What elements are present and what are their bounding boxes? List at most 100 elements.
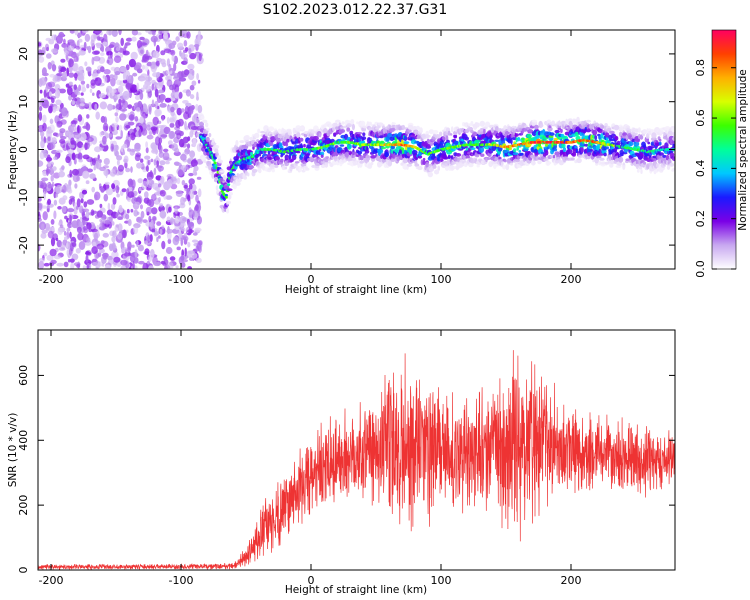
spectrogram-cell bbox=[187, 266, 192, 269]
spectrogram-cell bbox=[40, 139, 45, 149]
spectrogram-cell bbox=[226, 188, 233, 192]
spectrogram-cell bbox=[86, 137, 94, 142]
spectrogram-cell bbox=[72, 173, 80, 183]
spectrogram-cell bbox=[67, 258, 71, 263]
spectrogram-cell bbox=[351, 151, 358, 156]
spectrogram-cell bbox=[420, 159, 424, 166]
spectrogram-cell bbox=[214, 164, 218, 167]
spectrogram-cell bbox=[92, 241, 97, 248]
spectrogram-cell bbox=[498, 156, 502, 160]
spectrogram-cell bbox=[102, 255, 108, 260]
spectrogram-cell bbox=[570, 157, 575, 161]
spectrogram-cell bbox=[90, 39, 95, 47]
spectrogram-cell bbox=[146, 124, 151, 131]
colorbar: 0.0 0.2 0.4 0.6 0.8 Normalized spectral ampl… bbox=[694, 29, 749, 278]
spectrogram-cell bbox=[161, 115, 165, 122]
spectrogram-cell bbox=[139, 116, 144, 124]
spectrogram-cell bbox=[113, 73, 118, 81]
spectrogram-cell bbox=[160, 134, 168, 138]
spectrogram-cell bbox=[98, 248, 105, 254]
spectrogram-cell bbox=[94, 103, 98, 111]
spectrogram-cell bbox=[109, 216, 113, 220]
spectrogram-cell bbox=[155, 155, 159, 162]
spectrogram-cell bbox=[596, 155, 602, 159]
spectrogram-cell bbox=[57, 227, 63, 235]
spectrogram-cell bbox=[525, 127, 531, 130]
spectrogram-cell bbox=[174, 91, 181, 99]
spectrogram-cell bbox=[145, 141, 149, 149]
spectrogram-cell bbox=[48, 39, 55, 45]
spectrogram-cell bbox=[549, 132, 555, 136]
spectrogram-cell bbox=[117, 164, 125, 172]
spectrogram-cell bbox=[103, 116, 108, 125]
spectrogram-cell bbox=[120, 37, 124, 47]
spectrogram-cell bbox=[128, 114, 135, 121]
spectrogram-cell bbox=[65, 242, 69, 249]
spectrogram-cell bbox=[166, 79, 173, 87]
spectrogram-cell bbox=[402, 157, 409, 164]
spectrogram-cell bbox=[63, 261, 69, 268]
spectrogram-cell bbox=[632, 132, 638, 136]
spectrogram-cell bbox=[111, 30, 118, 37]
spectrogram-cell bbox=[213, 161, 217, 165]
spectrogram-cell bbox=[42, 211, 48, 221]
spectrogram-cell bbox=[135, 107, 141, 113]
spectrogram-cell bbox=[145, 85, 152, 92]
spectrogram-cell bbox=[503, 159, 507, 163]
spectrogram-cell bbox=[119, 66, 127, 73]
spectrogram-cell bbox=[197, 79, 201, 84]
spectrogram-cell bbox=[46, 208, 50, 213]
spectrogram-cell bbox=[121, 100, 129, 109]
spectrogram-cell bbox=[187, 229, 194, 234]
spectrogram-cell bbox=[125, 167, 131, 173]
spectrogram-cell bbox=[94, 77, 102, 86]
spectrogram-cell bbox=[58, 31, 65, 38]
spectrogram-cell bbox=[664, 142, 669, 149]
spectrogram-cell bbox=[159, 228, 163, 235]
spectrogram-cell bbox=[545, 150, 549, 156]
spectrogram-cell bbox=[134, 154, 141, 162]
spectrogram-cell bbox=[91, 73, 99, 77]
spectrogram-cell bbox=[333, 122, 339, 128]
spectrogram-cell bbox=[160, 58, 166, 65]
spectrogram-cell bbox=[58, 65, 62, 71]
spectrogram-cell bbox=[455, 153, 462, 157]
spectrogram-cell bbox=[105, 125, 109, 131]
spectrogram-cell bbox=[439, 145, 445, 149]
spectrogram-cell bbox=[224, 195, 229, 199]
spectrogram-cell bbox=[296, 150, 301, 154]
spectrogram-cell bbox=[64, 236, 68, 240]
spectrogram-cell bbox=[80, 80, 86, 85]
spectrogram-cell bbox=[78, 241, 86, 250]
y-tick-label: 20 bbox=[17, 47, 30, 61]
spectrogram-cell bbox=[594, 157, 599, 164]
spectrogram-cell bbox=[107, 55, 111, 59]
spectrogram-cell bbox=[671, 127, 675, 133]
spectrogram-cell bbox=[517, 137, 521, 142]
spectrogram-cell bbox=[58, 171, 65, 178]
spectrogram-cell bbox=[183, 40, 188, 47]
spectrogram-cell bbox=[111, 236, 116, 243]
spectrogram-cell bbox=[173, 72, 180, 79]
spectrogram-cell bbox=[38, 244, 41, 252]
spectrogram-cell bbox=[136, 211, 140, 215]
spectrogram-cell bbox=[633, 140, 640, 147]
spectrogram-cell bbox=[190, 159, 198, 168]
spectrogram-cell bbox=[91, 246, 98, 255]
spectrogram-cell bbox=[518, 149, 522, 153]
spectrogram-cell bbox=[127, 191, 135, 199]
colorbar-tick-label: 0.4 bbox=[694, 160, 707, 178]
spectrogram-cell bbox=[580, 147, 584, 153]
spectrogram-cell bbox=[185, 89, 191, 97]
spectrogram-cell bbox=[200, 115, 205, 120]
spectrogram-cell bbox=[175, 36, 180, 42]
spectrogram-cell bbox=[152, 50, 160, 59]
spectrogram-cell bbox=[494, 163, 499, 167]
spectrogram-cell bbox=[71, 152, 76, 161]
spectrogram-cell bbox=[318, 148, 322, 152]
spectrogram-cell bbox=[228, 192, 233, 196]
spectrogram-cell bbox=[191, 80, 197, 86]
spectrogram-cell bbox=[145, 49, 149, 57]
snr-panel: -200 -100 0 100 200 0 200 400 600 Height of stra… bbox=[7, 329, 676, 596]
y-tick-label: 400 bbox=[17, 430, 30, 451]
